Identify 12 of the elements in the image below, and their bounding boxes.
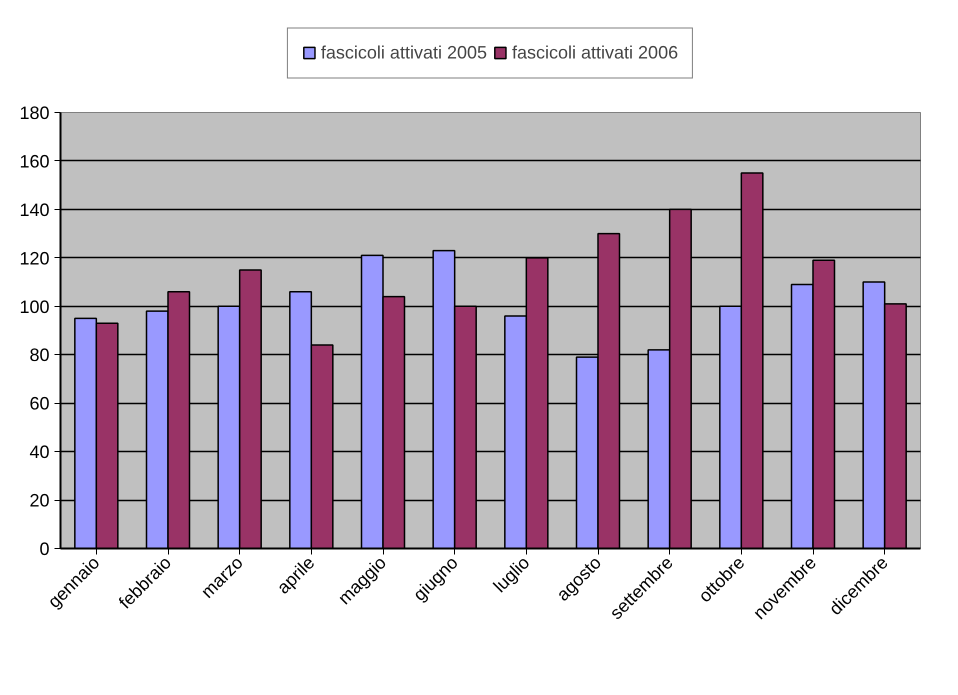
y-tick-label: 140 bbox=[19, 200, 50, 220]
y-tick-label: 20 bbox=[29, 490, 50, 511]
legend-label: fascicoli attivati 2006 bbox=[512, 42, 678, 63]
y-tick-label: 160 bbox=[19, 151, 50, 172]
y-tick-label: 60 bbox=[29, 394, 50, 414]
y-tick-label: 180 bbox=[19, 103, 50, 123]
legend-label: fascicoli attivati 2005 bbox=[320, 42, 487, 63]
y-tick-label: 40 bbox=[29, 442, 50, 462]
y-tick-label: 80 bbox=[29, 345, 50, 366]
y-tick-label: 120 bbox=[19, 248, 50, 268]
y-tick-label: 100 bbox=[19, 296, 50, 317]
y-tick-label: 0 bbox=[39, 539, 50, 559]
